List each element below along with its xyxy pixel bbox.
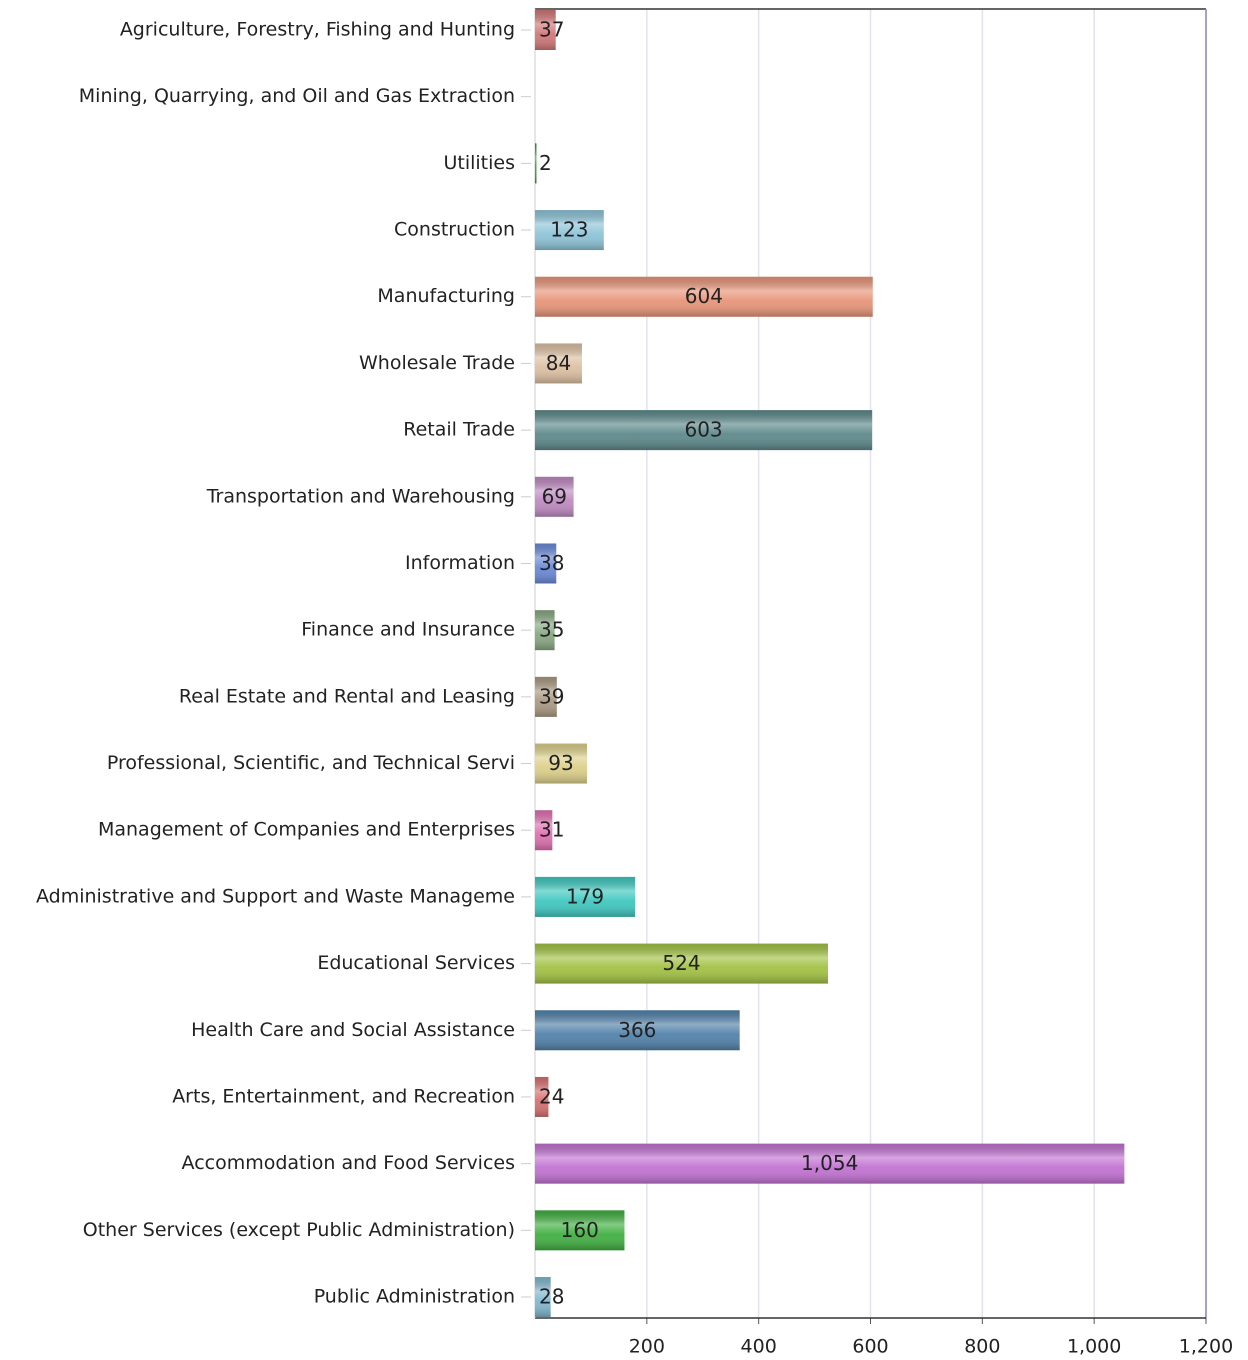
value-label: 603: [684, 418, 722, 442]
y-tick-label: Management of Companies and Enterprises: [98, 819, 515, 841]
y-tick-label: Information: [405, 552, 515, 574]
y-tick-label: Other Services (except Public Administra…: [83, 1219, 515, 1241]
y-tick-label: Finance and Insurance: [301, 619, 515, 641]
value-label: 604: [685, 284, 723, 308]
value-label: 28: [539, 1285, 564, 1309]
value-label: 38: [539, 551, 564, 575]
bar-shine: [535, 1076, 549, 1117]
value-label: 2: [539, 151, 552, 175]
bar-shine: [535, 343, 582, 384]
y-tick-label: Educational Services: [317, 952, 515, 974]
bar-shine: [535, 876, 636, 917]
value-label: 179: [566, 884, 604, 908]
bar-shine: [535, 743, 588, 784]
value-label: 1,054: [801, 1151, 858, 1175]
bar-shine: [535, 476, 574, 517]
bar-shine: [535, 10, 556, 50]
value-label: 35: [539, 618, 564, 642]
bar-shine: [535, 810, 553, 851]
bar-shine: [535, 410, 873, 451]
y-tick-label: Accommodation and Food Services: [182, 1152, 515, 1174]
bar-shine: [535, 943, 829, 984]
value-label: 69: [542, 484, 567, 508]
value-label: 24: [539, 1084, 564, 1108]
y-tick-label: Utilities: [443, 152, 515, 174]
y-tick-label: Health Care and Social Assistance: [191, 1019, 515, 1041]
bar-shine: [535, 143, 537, 184]
value-label: 123: [550, 218, 588, 242]
y-tick-label: Construction: [394, 219, 515, 241]
y-tick-label: Manufacturing: [377, 285, 515, 307]
value-label: 37: [539, 18, 564, 42]
bar-shine: [535, 610, 555, 651]
x-tick-label: 400: [741, 1336, 777, 1358]
y-tick-label: Agriculture, Forestry, Fishing and Hunti…: [120, 19, 515, 41]
y-tick-label: Administrative and Support and Waste Man…: [36, 885, 515, 907]
bar-shine: [535, 1277, 551, 1317]
x-tick-label: 600: [852, 1336, 888, 1358]
x-tick-label: 200: [629, 1336, 665, 1358]
value-label: 31: [539, 818, 564, 842]
value-label: 93: [548, 751, 573, 775]
x-tick-label: 800: [964, 1336, 1000, 1358]
value-label: 84: [546, 351, 571, 375]
bar-shine: [535, 676, 557, 717]
value-label: 39: [539, 684, 564, 708]
value-label: 524: [662, 951, 700, 975]
x-tick-label: 1,000: [1067, 1336, 1121, 1358]
value-label: 366: [618, 1018, 656, 1042]
y-tick-label: Arts, Entertainment, and Recreation: [172, 1085, 515, 1107]
y-tick-label: Real Estate and Rental and Leasing: [179, 685, 515, 707]
y-tick-label: Public Administration: [314, 1286, 515, 1308]
bar-shine: [535, 543, 557, 584]
bar-shine: [535, 276, 873, 317]
bar-shine: [535, 1010, 740, 1051]
y-tick-label: Wholesale Trade: [359, 352, 515, 374]
bar-shine: [535, 1143, 1125, 1184]
y-tick-label: Transportation and Warehousing: [206, 485, 515, 507]
y-tick-label: Retail Trade: [403, 419, 515, 441]
y-tick-label: Professional, Scientific, and Technical …: [107, 752, 515, 774]
y-tick-label: Mining, Quarrying, and Oil and Gas Extra…: [79, 85, 515, 107]
value-label: 160: [561, 1218, 599, 1242]
bar-shine: [535, 210, 604, 251]
bar-shine: [535, 1210, 625, 1251]
x-tick-label: 1,200: [1179, 1336, 1233, 1358]
